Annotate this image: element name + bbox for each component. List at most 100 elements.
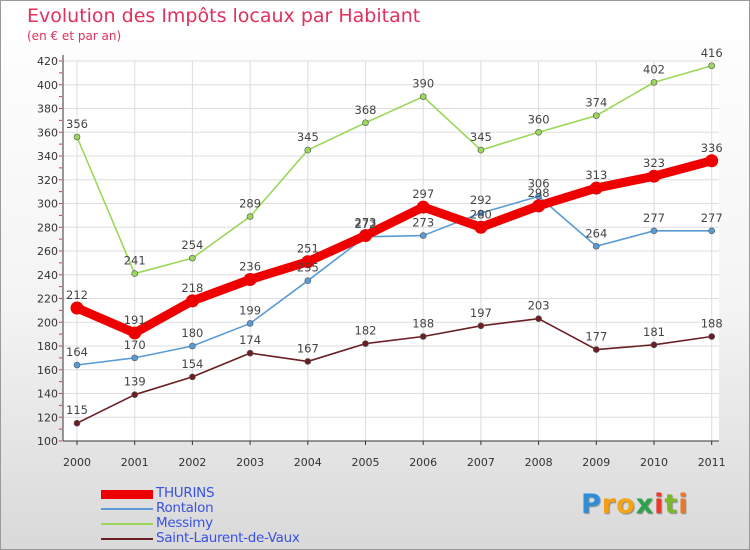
data-point: [304, 358, 312, 365]
data-label: 356: [66, 117, 88, 131]
data-point: [419, 93, 427, 100]
data-point: [474, 220, 488, 234]
data-label: 297: [412, 187, 434, 201]
y-tick-label: 360: [37, 126, 58, 139]
data-point: [362, 340, 369, 347]
data-label: 298: [528, 186, 550, 200]
data-label: 188: [701, 317, 723, 331]
data-label: 236: [239, 260, 261, 274]
x-tick-label: 2010: [640, 456, 668, 469]
data-label: 164: [66, 345, 88, 359]
data-label: 167: [297, 341, 319, 355]
data-point: [592, 242, 600, 250]
data-label: 360: [528, 112, 550, 126]
series-line: [76, 195, 713, 366]
y-tick-label: 200: [37, 316, 58, 329]
data-label: 323: [643, 156, 665, 170]
data-point: [647, 169, 661, 183]
series-messimy: [73, 62, 716, 277]
legend-swatch: [101, 538, 153, 540]
y-tick-label: 380: [37, 103, 58, 116]
data-label: 390: [412, 77, 434, 91]
data-label: 368: [355, 103, 377, 117]
data-point: [246, 320, 254, 327]
y-tick-label: 100: [37, 435, 58, 448]
data-point: [650, 341, 658, 349]
brand-letter: i: [678, 489, 689, 520]
data-label: 280: [470, 207, 492, 221]
data-point: [705, 154, 719, 168]
x-tick-label: 2005: [352, 456, 380, 469]
brand-letter: x: [635, 489, 655, 520]
data-label: 174: [239, 333, 261, 347]
data-label: 345: [297, 130, 319, 144]
data-label: 306: [528, 176, 550, 190]
data-point: [301, 255, 315, 269]
data-label: 115: [66, 403, 88, 417]
y-tick-label: 160: [37, 364, 58, 377]
data-label: 177: [585, 330, 607, 344]
data-label: 235: [297, 261, 319, 275]
y-tick-label: 400: [37, 79, 58, 92]
data-point: [304, 277, 312, 284]
x-tick-label: 2008: [525, 456, 553, 469]
data-label: 374: [585, 96, 607, 110]
data-label: 264: [585, 226, 607, 240]
data-label: 188: [412, 317, 434, 331]
data-point: [128, 326, 142, 340]
data-point: [477, 322, 485, 330]
data-label: 182: [355, 324, 377, 338]
data-point: [477, 146, 485, 154]
series-line: [76, 317, 713, 424]
brand-letter: P: [581, 489, 602, 520]
data-label: 277: [643, 211, 665, 225]
series-saint-laurent-de-vaux: [73, 315, 716, 427]
chart-subtitle: (en € et par an): [27, 29, 122, 43]
data-point: [708, 227, 716, 235]
data-label: 170: [124, 338, 146, 352]
x-tick-label: 2007: [467, 456, 495, 469]
y-tick-label: 300: [37, 198, 58, 211]
data-point: [708, 62, 716, 70]
chart-title: Evolution des Impôts locaux par Habitant: [27, 5, 421, 27]
data-label: 272: [355, 217, 377, 231]
data-label: 181: [643, 325, 665, 339]
data-point: [416, 200, 430, 214]
data-label: 139: [124, 375, 146, 389]
data-point: [650, 79, 658, 86]
y-tick-label: 220: [37, 293, 58, 306]
x-tick-label: 2004: [294, 456, 322, 469]
data-label: 241: [124, 254, 146, 268]
brand-letter: o: [616, 489, 636, 520]
y-tick-label: 420: [37, 55, 58, 68]
y-tick-label: 120: [37, 411, 58, 424]
legend-item: THURINS: [101, 485, 401, 501]
data-point: [189, 342, 196, 350]
data-label: 277: [701, 211, 723, 225]
legend-label: THURINS: [156, 485, 215, 501]
x-tick-label: 2009: [582, 456, 610, 469]
data-point: [246, 349, 254, 357]
data-point: [131, 391, 138, 398]
x-tick-label: 2003: [236, 456, 264, 469]
data-point: [189, 254, 196, 262]
data-label: 273: [355, 216, 377, 230]
data-label: 273: [412, 216, 434, 230]
data-label: 336: [701, 141, 723, 155]
data-point: [131, 270, 138, 277]
legend-item: Saint-Laurent-de-Vaux: [101, 530, 401, 546]
data-point: [362, 119, 369, 127]
y-tick-label: 240: [37, 269, 58, 282]
data-label: 212: [66, 288, 88, 302]
data-point: [589, 181, 603, 195]
data-label: 199: [239, 303, 261, 317]
legend-item: Rontalon: [101, 500, 401, 516]
data-point: [477, 209, 485, 217]
y-tick-label: 140: [37, 388, 58, 401]
data-point: [185, 294, 199, 308]
legend-label: Rontalon: [156, 500, 214, 516]
legend-swatch: [101, 508, 153, 510]
data-label: 289: [239, 197, 261, 211]
y-tick-label: 180: [37, 340, 58, 353]
